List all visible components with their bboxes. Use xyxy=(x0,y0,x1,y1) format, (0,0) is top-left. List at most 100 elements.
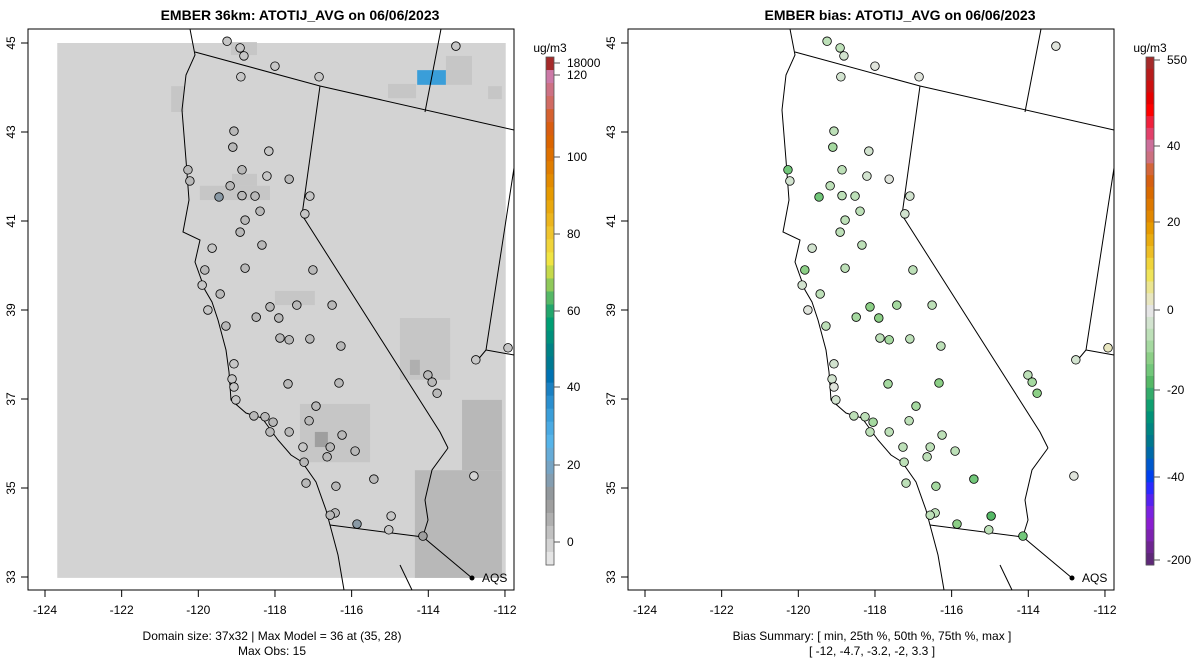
state-border xyxy=(424,28,442,113)
model-grid-cell xyxy=(171,86,185,112)
station-marker xyxy=(1051,41,1061,51)
station-marker xyxy=(875,333,885,343)
y-tick-label: 41 xyxy=(604,214,618,228)
station-marker xyxy=(298,442,308,452)
station-marker xyxy=(255,206,265,216)
colorbar-frame xyxy=(1145,56,1155,566)
station-marker xyxy=(251,312,261,322)
y-tick-label: 41 xyxy=(4,214,18,228)
x-tick-label: -120 xyxy=(786,603,810,617)
station-marker xyxy=(229,359,239,369)
station-marker xyxy=(835,227,845,237)
x-tick-label: -116 xyxy=(340,603,363,617)
station-marker xyxy=(265,302,275,312)
colorbar-swatch xyxy=(1146,529,1154,542)
station-marker xyxy=(785,176,795,186)
footer-line-2: Max Obs: 15 xyxy=(238,644,306,658)
colorbar-swatch xyxy=(1146,305,1154,318)
station-marker xyxy=(855,206,865,216)
station-marker xyxy=(850,191,860,201)
colorbar-swatch xyxy=(546,408,554,423)
colorbar-swatch xyxy=(1146,210,1154,223)
colorbar-swatch xyxy=(546,525,554,540)
station-marker xyxy=(235,227,245,237)
colorbar-swatch xyxy=(546,291,554,305)
station-marker xyxy=(471,355,481,365)
colorbar-swatch xyxy=(1146,57,1154,70)
station-marker xyxy=(1071,355,1081,365)
colorbar-swatch xyxy=(546,395,554,410)
y-tick-label: 37 xyxy=(4,392,18,406)
station-marker xyxy=(927,300,937,310)
chart-title: EMBER 36km: ATOTIJ_AVG on 06/06/2023 xyxy=(161,7,440,23)
station-marker xyxy=(237,165,247,175)
model-grid-cell xyxy=(409,359,420,375)
colorbar-swatch xyxy=(546,70,554,84)
station-marker xyxy=(860,412,870,422)
station-marker xyxy=(235,43,245,53)
station-marker xyxy=(911,401,921,411)
colorbar-swatch xyxy=(1146,375,1154,389)
station-marker xyxy=(857,240,867,250)
station-marker xyxy=(215,289,225,299)
y-tick-label: 33 xyxy=(604,570,618,584)
coastline xyxy=(999,564,1013,591)
station-marker xyxy=(200,265,210,275)
model-grid-cell xyxy=(232,173,257,186)
y-tick-label: 45 xyxy=(604,36,618,50)
colorbar-swatch xyxy=(1146,269,1154,282)
colorbar-swatch xyxy=(546,109,554,123)
model-grid-cell xyxy=(488,86,502,100)
station-marker xyxy=(227,374,237,384)
station-marker xyxy=(868,417,878,427)
station-marker xyxy=(839,51,849,61)
station-marker xyxy=(275,333,285,343)
station-marker xyxy=(352,519,362,529)
colorbar-swatch xyxy=(1146,234,1154,247)
x-tick-label: -122 xyxy=(110,603,134,617)
station-marker xyxy=(986,511,996,521)
station-marker xyxy=(427,377,437,387)
state-border xyxy=(301,85,449,449)
model-grid-cell xyxy=(314,431,328,448)
colorbar-tick-label: -200 xyxy=(1167,553,1191,567)
station-marker xyxy=(292,300,302,310)
station-marker xyxy=(925,510,935,520)
model-grid-cell xyxy=(199,185,270,201)
station-marker xyxy=(336,341,346,351)
station-marker xyxy=(311,401,321,411)
colorbar-swatch xyxy=(546,148,554,162)
station-marker xyxy=(837,190,847,201)
station-marker xyxy=(884,174,894,184)
station-marker xyxy=(829,382,839,392)
footer-line-2: [ -12, -4.7, -3.2, -2, 3.3 ] xyxy=(809,644,935,658)
x-tick-label: -114 xyxy=(417,603,440,617)
station-marker xyxy=(952,519,962,529)
colorbar-tick-label: 0 xyxy=(1167,303,1174,317)
station-marker xyxy=(892,300,902,310)
colorbar-swatch xyxy=(546,252,554,266)
station-marker xyxy=(840,263,850,273)
bias-map: EMBER bias: ATOTIJ_AVG on 06/06/2023 AQS -… xyxy=(604,7,1191,658)
colorbar-unit: ug/m3 xyxy=(533,41,567,55)
model-concentration-map: EMBER 36km: ATOTIJ_AVG on 06/06/2023 AQS -… xyxy=(4,7,600,658)
colorbar-swatch xyxy=(546,135,554,149)
state-border xyxy=(422,447,449,537)
station-marker xyxy=(803,305,813,315)
station-marker xyxy=(257,240,267,250)
colorbar-swatch xyxy=(546,343,554,358)
model-grid-cell xyxy=(462,399,502,471)
station-marker xyxy=(829,359,839,369)
colorbar-tick-label: 40 xyxy=(567,380,581,394)
colorbar-swatch xyxy=(1146,186,1154,200)
state-border xyxy=(1075,167,1115,363)
station-marker xyxy=(922,452,932,462)
station-marker xyxy=(851,312,861,322)
station-marker xyxy=(969,474,979,484)
aqs-legend-dot xyxy=(469,575,475,581)
colorbar-swatch xyxy=(546,161,554,175)
x-tick-label: -120 xyxy=(186,603,210,617)
station-marker xyxy=(925,442,935,452)
colorbar-tick-label: 100 xyxy=(567,150,587,164)
station-marker xyxy=(283,379,293,389)
